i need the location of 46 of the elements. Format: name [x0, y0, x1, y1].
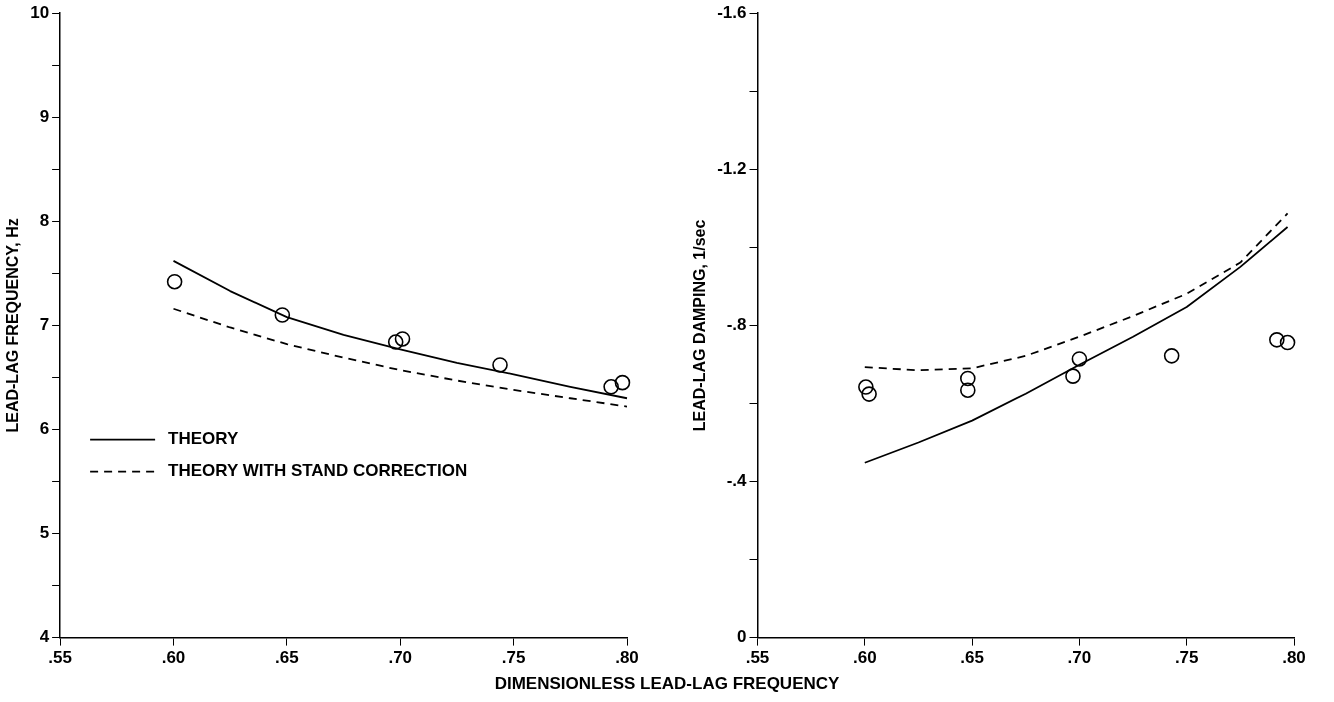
point [492, 357, 508, 373]
y-axis-title: LEAD-LAG DAMPING, 1/sec [691, 219, 709, 432]
point [1269, 332, 1285, 348]
point [166, 273, 183, 290]
x-tick-label: .75 [1174, 648, 1199, 668]
point [603, 379, 619, 395]
y-tick-label: 7 [39, 315, 50, 335]
x-tick-label: .65 [275, 648, 299, 668]
x-tick-label: .60 [852, 648, 877, 668]
point [960, 370, 976, 387]
y-tick-label: -1.2 [717, 158, 747, 178]
point [1279, 334, 1296, 351]
line-series [172, 307, 628, 408]
point [861, 386, 877, 402]
x-tick-label: .75 [501, 648, 526, 668]
y-tick-label: 8 [39, 211, 50, 231]
y-tick-label: 9 [39, 106, 50, 126]
point [1071, 351, 1088, 367]
x-tick-label: .80 [1282, 648, 1306, 668]
point [614, 374, 631, 391]
point [394, 331, 411, 347]
point [1065, 368, 1081, 384]
y-tick-label: 6 [39, 419, 50, 439]
x-tick-label: .70 [388, 648, 413, 668]
x-tick-label: .80 [615, 648, 639, 668]
x-tick-label: .55 [48, 648, 72, 668]
y-tick-label: 0 [737, 627, 747, 647]
y-tick-label: 4 [39, 627, 50, 647]
y-tick-label: -.4 [726, 471, 748, 491]
point [960, 382, 976, 398]
y-tick-label: 5 [39, 523, 50, 543]
y-axis-title: LEAD-LAG FREQUENCY, Hz [4, 218, 22, 433]
point [858, 379, 874, 395]
x-tick-label: .60 [161, 648, 186, 668]
y-tick-label: -1.6 [717, 2, 747, 22]
y-tick-label: -.8 [726, 315, 747, 335]
x-tick-label: .65 [960, 648, 984, 668]
legend-label: THEORY WITH STAND CORRECTION [168, 461, 468, 481]
x-tick-label: .70 [1067, 648, 1092, 668]
point [274, 307, 291, 323]
x-tick-label: .55 [745, 648, 770, 668]
x-axis-title: DIMENSIONLESS LEAD-LAG FREQUENCY [493, 674, 841, 694]
point [1163, 348, 1180, 364]
y-tick-label: 10 [30, 2, 50, 22]
point [387, 334, 404, 350]
legend-label: THEORY [168, 429, 239, 449]
